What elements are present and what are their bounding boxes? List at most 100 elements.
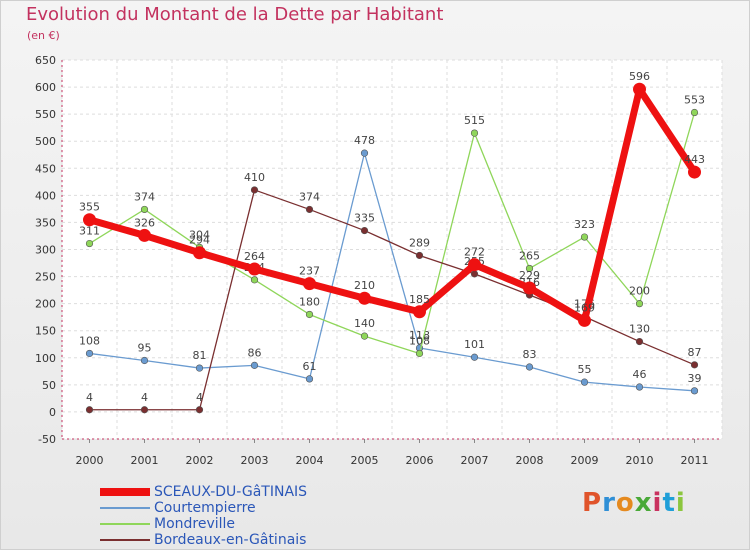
data-label: 326: [134, 216, 155, 229]
data-label: 140: [354, 317, 375, 330]
data-label: 265: [519, 249, 540, 262]
data-point: [578, 313, 591, 327]
data-point: [688, 165, 701, 179]
data-label: 289: [409, 236, 430, 249]
logo-letter: x: [634, 488, 653, 518]
data-label: 46: [633, 368, 647, 381]
legend-label: Mondreville: [154, 516, 236, 532]
data-label: 101: [464, 338, 485, 351]
data-label: 478: [354, 134, 375, 147]
x-tick-label: 2006: [406, 454, 434, 467]
data-point: [305, 375, 314, 383]
data-point: [468, 258, 481, 272]
y-tick-label: 200: [35, 298, 56, 311]
x-tick-label: 2007: [461, 454, 489, 467]
data-label: 61: [303, 360, 317, 373]
data-label: 108: [409, 334, 430, 347]
data-point: [415, 349, 424, 358]
data-point: [305, 310, 314, 319]
data-point: [85, 239, 94, 248]
data-point: [250, 186, 259, 194]
logo-letter: o: [615, 488, 635, 518]
data-point: [523, 281, 536, 295]
series-sceaux-du-gatinais: 355 326 294 264 237 210 185 272 229 169 596 443: [79, 70, 705, 327]
data-label: 4: [86, 391, 93, 404]
data-point: [360, 332, 369, 340]
data-point: [250, 361, 259, 369]
x-tick-label: 2008: [516, 454, 544, 467]
legend-item: Mondreville: [100, 516, 307, 532]
data-label: 311: [79, 225, 100, 238]
logo-letter: i: [675, 488, 686, 518]
data-point: [470, 270, 479, 278]
data-point: [580, 378, 589, 386]
data-point: [358, 291, 371, 305]
data-label: 130: [629, 323, 650, 336]
data-point: [525, 363, 534, 371]
legend-label: SCEAUX-DU-GâTINAIS: [154, 484, 308, 500]
data-point: [635, 300, 644, 308]
data-label: 374: [134, 190, 155, 203]
data-point: [250, 276, 259, 284]
y-tick-label: 0: [49, 406, 56, 419]
x-tick-label: 2000: [76, 454, 104, 467]
y-tick-label: 250: [35, 271, 56, 284]
chart-unit-label: (en €): [27, 29, 60, 42]
data-label: 86: [248, 346, 262, 359]
data-label: 335: [354, 212, 375, 225]
legend-swatch: [100, 488, 150, 496]
data-point: [140, 356, 149, 365]
logo-letter: r: [602, 488, 616, 518]
legend-item: Bordeaux-en-Gâtinais: [100, 532, 307, 548]
proxiti-logo: Proxiti: [582, 488, 686, 518]
data-point: [470, 129, 479, 137]
data-label: 95: [138, 341, 152, 354]
logo-letter: t: [662, 488, 676, 518]
series-line-sceaux-du-gatinais: [86, 85, 698, 324]
y-tick-label: 650: [35, 54, 56, 67]
data-label: 323: [574, 218, 595, 231]
y-tick-label: 300: [35, 244, 56, 257]
logo-letter: P: [582, 488, 603, 518]
data-point: [85, 406, 94, 414]
data-label: 443: [684, 153, 705, 166]
chart-legend: SCEAUX-DU-GâTINAIS Courtempierre Mondrevil…: [100, 484, 307, 548]
y-tick-label: 450: [35, 162, 56, 175]
legend-label: Courtempierre: [154, 500, 256, 516]
data-point: [195, 406, 204, 414]
data-label: 87: [688, 346, 702, 359]
data-point: [193, 246, 206, 260]
y-tick-label: -50: [38, 433, 56, 446]
data-label: 229: [519, 269, 540, 282]
data-point: [248, 262, 261, 276]
data-label: 272: [464, 246, 485, 259]
legend-item: SCEAUX-DU-GâTINAIS: [100, 484, 307, 500]
x-tick-label: 2003: [241, 454, 269, 467]
data-label: 169: [574, 301, 595, 314]
legend-swatch: [100, 507, 150, 509]
data-point: [470, 353, 479, 361]
series-mondreville: 311374304244180140108515265323200553: [79, 94, 705, 358]
y-tick-label: 150: [35, 325, 56, 338]
data-label: 4: [196, 391, 203, 404]
y-tick-label: 100: [35, 352, 56, 365]
data-label: 596: [629, 70, 650, 83]
data-label: 210: [354, 279, 375, 292]
data-label: 374: [299, 190, 320, 203]
data-label: 355: [79, 201, 100, 214]
legend-swatch: [100, 539, 150, 541]
x-tick-label: 2002: [186, 454, 214, 467]
data-point: [360, 149, 369, 157]
series-line-courtempierre: [88, 152, 696, 392]
data-point: [83, 213, 96, 227]
data-label: 515: [464, 114, 485, 127]
y-tick-label: 400: [35, 189, 56, 202]
logo-letter: i: [652, 488, 663, 518]
data-label: 304: [189, 228, 210, 241]
data-label: 264: [244, 250, 265, 263]
data-point: [525, 264, 534, 273]
data-label: 81: [193, 349, 207, 362]
data-label: 553: [684, 94, 705, 107]
